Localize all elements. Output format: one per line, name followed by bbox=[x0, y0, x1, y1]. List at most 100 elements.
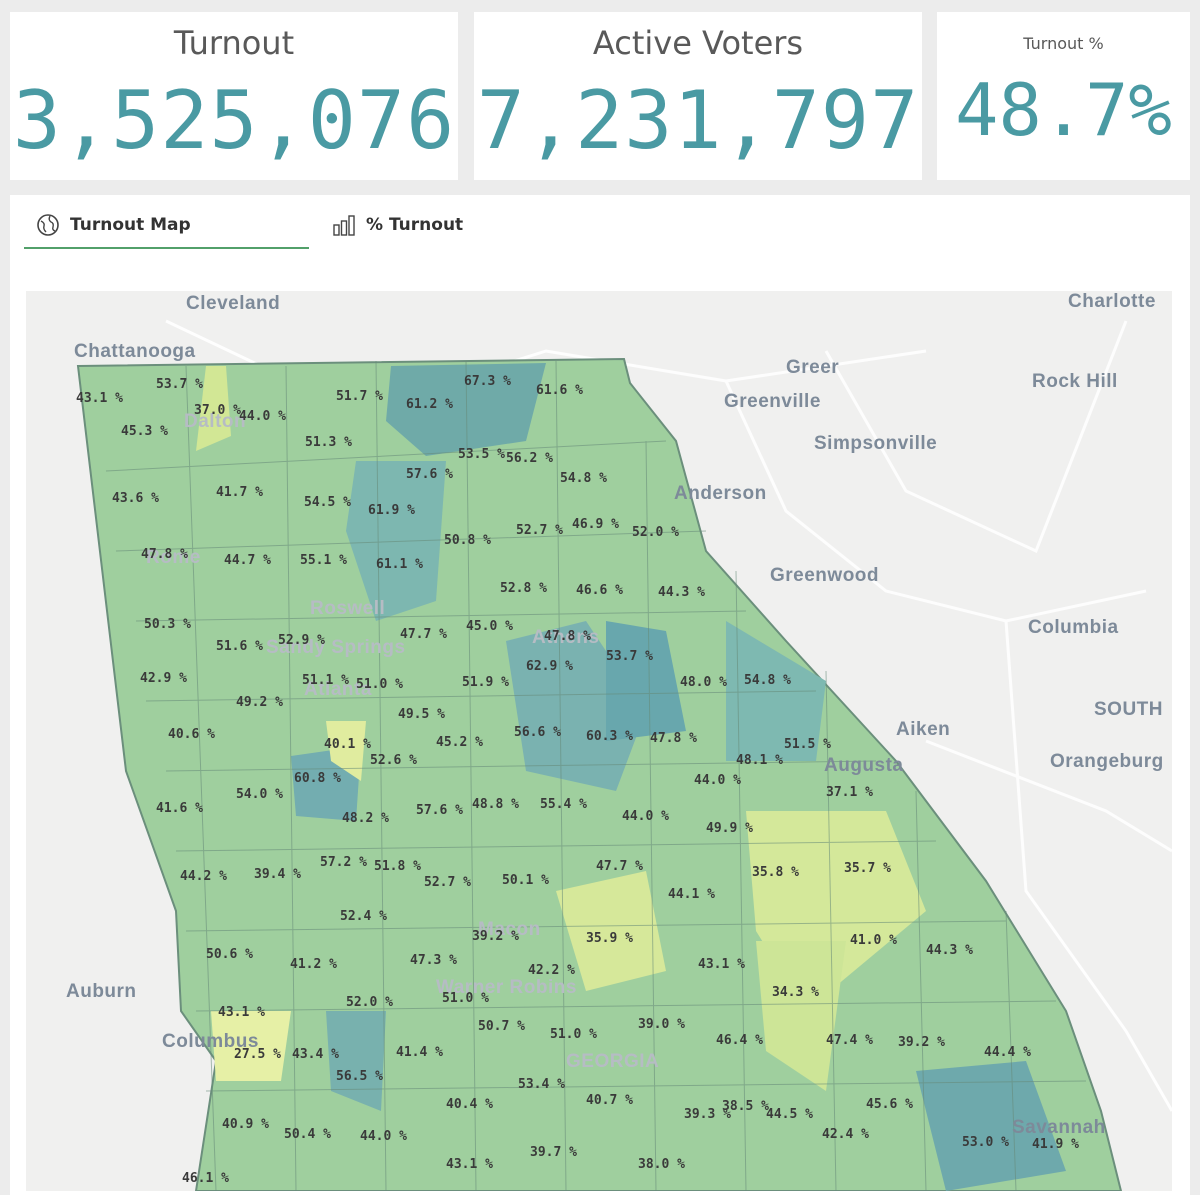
county-turnout-label: 52.0 % bbox=[346, 995, 393, 1010]
county-turnout-label: 43.1 % bbox=[446, 1157, 493, 1172]
county-turnout-label: 38.5 % bbox=[722, 1099, 769, 1114]
county-turnout-label: 44.0 % bbox=[622, 809, 669, 824]
county-turnout-label: 44.1 % bbox=[668, 887, 715, 902]
county-turnout-label: 48.8 % bbox=[472, 797, 519, 812]
county-turnout-label: 41.2 % bbox=[290, 957, 337, 972]
county-turnout-label: 54.8 % bbox=[744, 673, 791, 688]
county-turnout-label: 44.3 % bbox=[926, 943, 973, 958]
city-label: Columbia bbox=[1028, 617, 1119, 638]
county-turnout-label: 27.5 % bbox=[234, 1047, 281, 1062]
county-turnout-label: 46.9 % bbox=[572, 517, 619, 532]
county-turnout-label: 53.5 % bbox=[458, 447, 505, 462]
county-region bbox=[606, 621, 686, 741]
county-turnout-label: 52.7 % bbox=[516, 523, 563, 538]
tab-percent-turnout-label: % Turnout bbox=[366, 215, 464, 235]
county-turnout-label: 51.9 % bbox=[462, 675, 509, 690]
city-label: Savannah bbox=[1012, 1117, 1106, 1138]
county-turnout-label: 41.6 % bbox=[156, 801, 203, 816]
county-region bbox=[211, 1011, 291, 1081]
county-turnout-label: 43.4 % bbox=[292, 1047, 339, 1062]
county-turnout-label: 44.0 % bbox=[694, 773, 741, 788]
county-turnout-label: 54.8 % bbox=[560, 471, 607, 486]
county-turnout-label: 52.4 % bbox=[340, 909, 387, 924]
county-turnout-label: 44.4 % bbox=[984, 1045, 1031, 1060]
county-turnout-label: 35.9 % bbox=[586, 931, 633, 946]
county-region bbox=[326, 1011, 386, 1111]
county-turnout-label: 40.7 % bbox=[586, 1093, 633, 1108]
county-region bbox=[556, 871, 666, 991]
county-turnout-label: 56.6 % bbox=[514, 725, 561, 740]
county-turnout-label: 48.1 % bbox=[736, 753, 783, 768]
map-panel: Turnout Map % Turnout bbox=[10, 195, 1190, 1195]
city-label: Augusta bbox=[824, 755, 904, 776]
county-turnout-label: 43.1 % bbox=[76, 391, 123, 406]
county-turnout-label: 44.2 % bbox=[180, 869, 227, 884]
county-turnout-label: 45.0 % bbox=[466, 619, 513, 634]
county-region bbox=[196, 366, 231, 451]
city-label: Auburn bbox=[66, 981, 137, 1002]
turnout-pct-kpi: Turnout % 48.7% bbox=[937, 12, 1190, 180]
county-turnout-label: 54.5 % bbox=[304, 495, 351, 510]
county-turnout-label: 40.6 % bbox=[168, 727, 215, 742]
city-label: Aiken bbox=[896, 719, 951, 740]
county-turnout-label: 40.1 % bbox=[324, 737, 371, 752]
county-turnout-label: 61.9 % bbox=[368, 503, 415, 518]
city-label: Simpsonville bbox=[814, 433, 938, 454]
county-turnout-label: 49.5 % bbox=[398, 707, 445, 722]
county-turnout-label: 52.0 % bbox=[632, 525, 679, 540]
county-turnout-label: 50.8 % bbox=[444, 533, 491, 548]
county-turnout-label: 51.0 % bbox=[356, 677, 403, 692]
turnout-pct-kpi-value: 48.7% bbox=[955, 68, 1172, 152]
city-label: Roswell bbox=[310, 598, 386, 619]
active-voters-kpi-title: Active Voters bbox=[592, 24, 804, 62]
turnout-pct-kpi-title: Turnout % bbox=[1023, 34, 1104, 53]
county-turnout-label: 55.4 % bbox=[540, 797, 587, 812]
county-lines bbox=[105, 360, 1087, 1191]
turnout-map[interactable]: Cleveland Charlotte Chattanooga Greer Rock H… bbox=[26, 291, 1172, 1191]
county-turnout-label: 38.0 % bbox=[638, 1157, 685, 1172]
county-turnout-label: 46.1 % bbox=[182, 1171, 229, 1186]
county-turnout-label: 39.7 % bbox=[530, 1145, 577, 1160]
city-label: Charlotte bbox=[1068, 291, 1156, 312]
county-regions bbox=[196, 363, 1066, 1191]
county-turnout-label: 52.9 % bbox=[278, 633, 325, 648]
county-turnout-label: 41.0 % bbox=[850, 933, 897, 948]
county-turnout-label: 50.1 % bbox=[502, 873, 549, 888]
county-turnout-label: 47.3 % bbox=[410, 953, 457, 968]
county-turnout-label: 41.4 % bbox=[396, 1045, 443, 1060]
county-turnout-label: 39.0 % bbox=[638, 1017, 685, 1032]
county-turnout-label: 40.4 % bbox=[446, 1097, 493, 1112]
county-turnout-label: 56.2 % bbox=[506, 451, 553, 466]
turnout-kpi-title: Turnout bbox=[173, 24, 295, 62]
county-turnout-label: 44.0 % bbox=[239, 409, 286, 424]
county-turnout-label: 40.9 % bbox=[222, 1117, 269, 1132]
turnout-kpi: Turnout 3,525,076 bbox=[10, 12, 458, 180]
county-turnout-label: 47.4 % bbox=[826, 1033, 873, 1048]
county-turnout-label: 61.2 % bbox=[406, 397, 453, 412]
city-label: Greenwood bbox=[770, 565, 880, 586]
county-turnout-label: 47.8 % bbox=[544, 629, 591, 644]
county-region bbox=[326, 721, 366, 781]
county-turnout-label: 34.3 % bbox=[772, 985, 819, 1000]
county-turnout-label: 47.7 % bbox=[596, 859, 643, 874]
city-label: Rome bbox=[146, 547, 201, 568]
tab-turnout-map-label: Turnout Map bbox=[70, 215, 191, 235]
county-turnout-label: 56.5 % bbox=[336, 1069, 383, 1084]
county-region bbox=[386, 363, 546, 456]
county-turnout-label: 44.5 % bbox=[766, 1107, 813, 1122]
map-canvas bbox=[76, 319, 1172, 1191]
county-turnout-label: 51.3 % bbox=[305, 435, 352, 450]
county-turnout-label: 60.8 % bbox=[294, 771, 341, 786]
county-turnout-label: 44.3 % bbox=[658, 585, 705, 600]
tab-turnout-map[interactable]: Turnout Map bbox=[24, 203, 309, 249]
county-turnout-label: 54.0 % bbox=[236, 787, 283, 802]
county-turnout-label: 45.3 % bbox=[121, 424, 168, 439]
county-turnout-label: 43.6 % bbox=[112, 491, 159, 506]
county-turnout-label: 57.6 % bbox=[416, 803, 463, 818]
active-voters-kpi-value: 7,231,797 bbox=[476, 74, 920, 167]
county-turnout-label: 41.7 % bbox=[216, 485, 263, 500]
county-turnout-label: 55.1 % bbox=[300, 553, 347, 568]
county-turnout-label: 35.8 % bbox=[752, 865, 799, 880]
tab-percent-turnout[interactable]: % Turnout bbox=[320, 203, 540, 247]
city-label: Greenville bbox=[724, 391, 821, 412]
